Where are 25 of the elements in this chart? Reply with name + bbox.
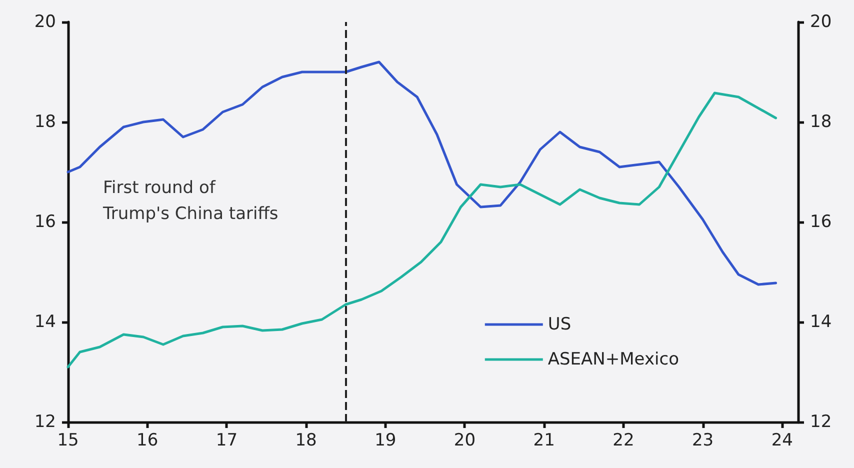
x-tick-label: 18 [295,430,317,450]
y2-tick-label: 12 [810,412,832,432]
legend-label: ASEAN+Mexico [548,350,680,370]
y2-tick-label: 18 [810,112,832,132]
y-tick-label: 14 [34,312,56,332]
y-tick-label: 20 [34,12,56,32]
y-tick-label: 16 [34,212,56,232]
x-tick-label: 21 [533,430,555,450]
annotation: First round of Trump's China tariffs [102,178,278,224]
x-tick-label: 20 [454,430,476,450]
legend-label: US [548,314,572,334]
line-series [66,92,778,368]
line-series [66,60,778,286]
y-tick-label: 12 [34,412,56,432]
y2-tick-label: 20 [810,12,832,32]
x-tick-label: 16 [136,430,158,450]
x-tick-label: 24 [771,430,793,450]
y2-tick-label: 14 [810,312,832,332]
y-tick-label: 18 [34,112,56,132]
x-tick-label: 23 [692,430,714,450]
x-tick-label: 22 [612,430,634,450]
x-tick-label: 15 [57,430,79,450]
x-tick-label: 17 [216,430,238,450]
x-tick-label: 19 [374,430,396,450]
y2-tick-label: 16 [810,212,832,232]
